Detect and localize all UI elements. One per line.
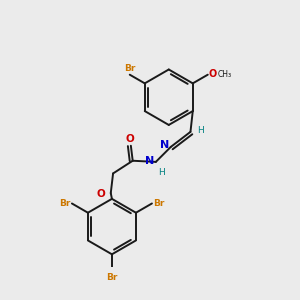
Text: H: H: [197, 126, 204, 135]
Text: Br: Br: [124, 64, 135, 73]
Text: Br: Br: [59, 199, 71, 208]
Text: N: N: [160, 140, 169, 151]
Text: N: N: [145, 156, 154, 166]
Text: Br: Br: [106, 273, 118, 282]
Text: H: H: [158, 168, 165, 177]
Text: Br: Br: [153, 199, 164, 208]
Text: CH₃: CH₃: [218, 70, 232, 79]
Text: O: O: [208, 69, 217, 79]
Text: O: O: [96, 189, 105, 199]
Text: O: O: [125, 134, 134, 144]
